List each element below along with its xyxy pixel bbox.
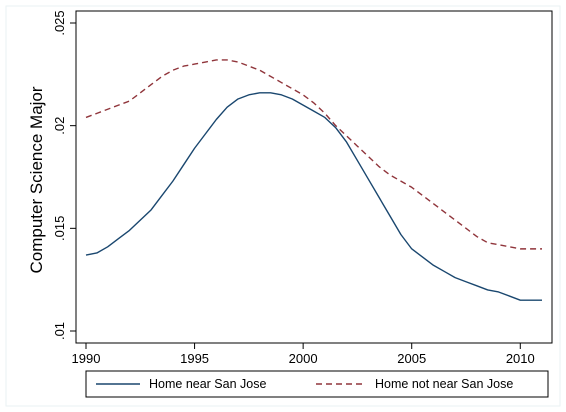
plot-area <box>75 10 553 344</box>
y-tick-label: .015 <box>52 216 67 241</box>
series-line-2 <box>85 59 542 250</box>
y-axis: .01 .015 .02 .025 <box>52 10 76 340</box>
x-axis: 1990 1995 2000 2005 2010 <box>72 343 535 366</box>
legend-label-2: Home not near San Jose <box>375 377 513 391</box>
x-tick-label: 2005 <box>397 351 426 366</box>
x-tick-label: 1990 <box>72 351 101 366</box>
y-axis-title: Computer Science Major <box>27 86 46 273</box>
x-tick-label: 1995 <box>180 351 209 366</box>
y-tick-label: .01 <box>52 322 67 340</box>
legend-label-1: Home near San Jose <box>149 377 266 391</box>
series-layer <box>85 59 542 301</box>
series-line-1 <box>85 92 542 301</box>
y-tick-label: .02 <box>52 117 67 135</box>
plot-frame <box>75 10 553 344</box>
x-tick-label: 2000 <box>289 351 318 366</box>
x-tick-label: 2010 <box>506 351 535 366</box>
outer-frame <box>5 5 561 407</box>
y-tick-label: .025 <box>52 10 67 35</box>
legend: Home near San Jose Home not near San Jose <box>85 370 549 398</box>
